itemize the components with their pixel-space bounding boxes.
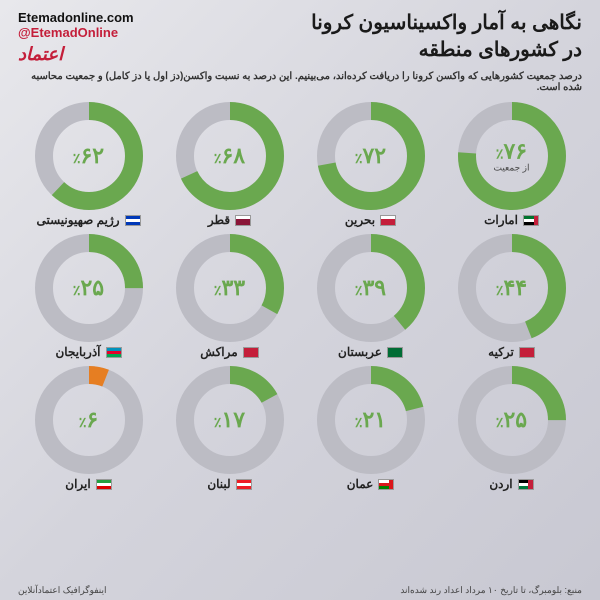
donut-chart: ٪۲۵ — [457, 365, 567, 475]
percent-symbol: ٪ — [496, 414, 504, 430]
percent-symbol: ٪ — [355, 150, 363, 166]
donut-chart: ٪۳۹ — [316, 233, 426, 343]
country-label: بحرین — [345, 213, 375, 227]
percent-symbol: ٪ — [73, 282, 81, 298]
country-cell: ٪۷۶ از جمعیت امارات — [445, 101, 578, 227]
percent-value: ۳۹ — [362, 275, 386, 300]
donut-chart: ٪۲۵ — [34, 233, 144, 343]
percent-value: ۶۲ — [80, 143, 104, 168]
source-block: Etemadonline.com @EtemadOnline اعتماد — [18, 10, 134, 65]
percent-value: ۷۲ — [362, 143, 386, 168]
percent-value: ۱۷ — [221, 407, 245, 432]
percent-symbol: ٪ — [214, 414, 222, 430]
country-label: امارات — [484, 213, 518, 227]
percent-symbol: ٪ — [496, 146, 504, 162]
footer-source: منبع: بلومبرگ، تا تاریخ ۱۰ مرداد اعداد ر… — [400, 585, 582, 596]
percent-value: ۳۳ — [221, 275, 245, 300]
donut-chart: ٪۷۲ — [316, 101, 426, 211]
brand-logo: اعتماد — [18, 44, 63, 65]
country-cell: ٪۴۴ ترکیه — [445, 233, 578, 359]
country-cell: ٪۲۵ آذربایجان — [22, 233, 155, 359]
flag-icon — [125, 215, 141, 226]
country-label: عمان — [347, 477, 374, 491]
flag-icon — [243, 347, 259, 358]
percent-value: ۴۴ — [503, 275, 527, 300]
flag-icon — [235, 215, 251, 226]
country-cell: ٪۱۷ لبنان — [163, 365, 296, 491]
source-handle: @EtemadOnline — [18, 25, 134, 40]
percent-value: ۲۱ — [362, 407, 386, 432]
country-label: ترکیه — [488, 345, 514, 359]
country-cell: ٪۶۸ قطر — [163, 101, 296, 227]
donut-chart: ٪۴۴ — [457, 233, 567, 343]
title-line-1: نگاهی به آمار واکسیناسیون کرونا — [311, 10, 582, 35]
country-label: آذربایجان — [55, 345, 100, 359]
title-line-2: در کشورهای منطقه — [311, 37, 582, 62]
flag-icon — [236, 479, 252, 490]
flag-icon — [518, 479, 534, 490]
percent-symbol: ٪ — [79, 414, 87, 430]
flag-icon — [519, 347, 535, 358]
country-label: عربستان — [338, 345, 382, 359]
country-cell: ٪۷۲ بحرین — [304, 101, 437, 227]
donut-chart: ٪۶۸ — [175, 101, 285, 211]
country-cell: ٪۶ ایران — [22, 365, 155, 491]
donut-chart: ٪۷۶ از جمعیت — [457, 101, 567, 211]
country-label: ایران — [65, 477, 90, 491]
country-cell: ٪۲۵ اردن — [445, 365, 578, 491]
country-cell: ٪۲۱ عمان — [304, 365, 437, 491]
donut-chart: ٪۶ — [34, 365, 144, 475]
country-label: مراکش — [200, 345, 237, 359]
flag-icon — [523, 215, 539, 226]
flag-icon — [387, 347, 403, 358]
flag-icon — [96, 479, 112, 490]
percent-value: ۶ — [86, 407, 98, 432]
percent-value: ۲۵ — [503, 407, 527, 432]
flag-icon — [380, 215, 396, 226]
donut-chart: ٪۳۳ — [175, 233, 285, 343]
percent-subtitle: از جمعیت — [493, 163, 529, 174]
donut-grid: ٪۷۶ از جمعیت امارات ٪۷۲ — [0, 101, 600, 491]
donut-chart: ٪۲۱ — [316, 365, 426, 475]
country-label: رژیم صهیونیستی — [36, 213, 119, 227]
country-label: لبنان — [207, 477, 230, 491]
percent-symbol: ٪ — [214, 150, 222, 166]
donut-chart: ٪۱۷ — [175, 365, 285, 475]
percent-symbol: ٪ — [355, 414, 363, 430]
country-label: قطر — [208, 213, 230, 227]
subtitle: درصد جمعیت کشورهایی که واکسن کرونا را در… — [0, 71, 600, 101]
percent-symbol: ٪ — [355, 282, 363, 298]
percent-symbol: ٪ — [496, 282, 504, 298]
country-cell: ٪۶۲ رژیم صهیونیستی — [22, 101, 155, 227]
flag-icon — [106, 347, 122, 358]
footer-credit: اینفوگرافیک اعتمادآنلاین — [18, 585, 107, 596]
source-url: Etemadonline.com — [18, 10, 134, 25]
percent-symbol: ٪ — [214, 282, 222, 298]
country-label: اردن — [489, 477, 512, 491]
donut-chart: ٪۶۲ — [34, 101, 144, 211]
country-cell: ٪۳۳ مراکش — [163, 233, 296, 359]
percent-symbol: ٪ — [73, 150, 81, 166]
flag-icon — [378, 479, 394, 490]
percent-value: ۷۶ — [503, 139, 527, 164]
country-cell: ٪۳۹ عربستان — [304, 233, 437, 359]
percent-value: ۶۸ — [221, 143, 245, 168]
footer: منبع: بلومبرگ، تا تاریخ ۱۰ مرداد اعداد ر… — [0, 585, 600, 596]
percent-value: ۲۵ — [80, 275, 104, 300]
